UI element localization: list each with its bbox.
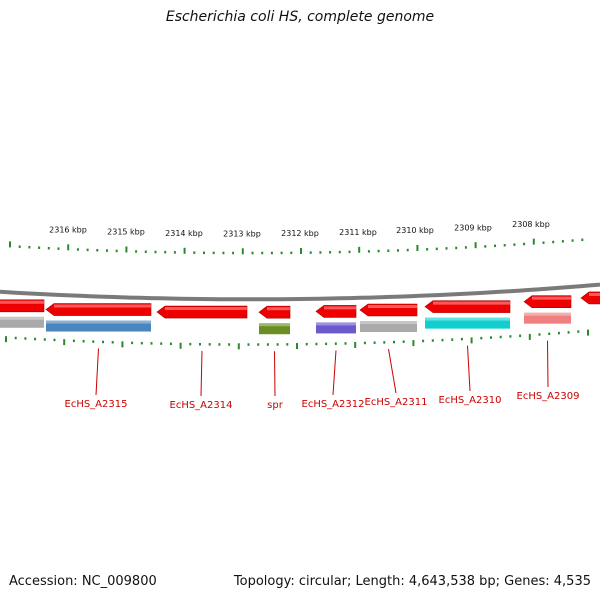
backbone-arc [0,282,600,302]
backbone [0,282,600,302]
gene-arrow-highlight [368,304,417,308]
scale-tick-label: 2312 kbp [281,229,319,238]
cog-box [360,320,417,332]
gene-label: EcHS_A2314 [170,400,233,411]
gene-label-leader [95,348,99,396]
cog-box [425,317,510,329]
map-title: Escherichia coli HS, complete genome [165,9,435,25]
scale-tick-label: 2314 kbp [165,229,203,238]
scale-tick-label: 2315 kbp [107,227,145,236]
gene-labels: EcHS_A2315 EcHS_A2314 spr EcHS_A2312 EcHS_A2… [65,340,580,411]
scale-tick-label: 2311 kbp [339,228,377,237]
cog-box [316,322,356,334]
cog-box [46,320,151,332]
gene-track [0,291,600,319]
cog-track [0,312,571,335]
cog-box-highlight [360,320,417,324]
gene-arrow-highlight [54,304,151,308]
accession-text: Accession: NC_009800 [9,574,157,589]
gene-label-leader [332,350,337,396]
cog-box [524,312,571,324]
gene-label: EcHS_A2309 [517,391,580,402]
scale-tick-label: 2310 kbp [396,226,434,235]
scale-tick-label: 2313 kbp [223,229,261,238]
genome-summary-text: Topology: circular; Length: 4,643,538 bp… [233,574,591,589]
gene-label-leader [467,345,471,392]
scale-tick-label: 2309 kbp [454,223,492,232]
scale-ticks: 2316 kbp 2315 kbp 2314 kbp 2313 kbp 2312 kbp… [5,220,589,350]
cog-box-highlight [425,317,510,321]
scale-tick-label: 2308 kbp [512,220,550,229]
gene-arrow-highlight [589,292,600,296]
gene-arrow-highlight [165,307,247,311]
gene-arrow-highlight [532,296,571,300]
gene-arrow-highlight [433,301,510,305]
cog-box-highlight [46,320,151,324]
cog-box-highlight [0,316,44,320]
cog-box [0,316,44,328]
gene-label-leader [388,348,397,394]
gene-label: EcHS_A2310 [439,395,502,406]
gene-arrow-highlight [324,306,356,310]
gene-arrow-highlight [0,300,44,304]
gene-label: EcHS_A2311 [365,397,428,408]
cog-box-highlight [316,322,356,326]
gene-label: EcHS_A2312 [302,399,365,410]
gene-label-leader [274,351,276,397]
gene-label: EcHS_A2315 [65,399,128,410]
gene-label-leader [547,340,549,388]
cog-box-highlight [259,323,290,327]
gene-arrow-highlight [267,307,290,311]
gene-label-leader [200,351,203,397]
scale-tick-label: 2316 kbp [49,225,87,234]
gene-label: spr [267,400,284,411]
cog-box [259,323,290,335]
cog-box-highlight [524,312,571,316]
